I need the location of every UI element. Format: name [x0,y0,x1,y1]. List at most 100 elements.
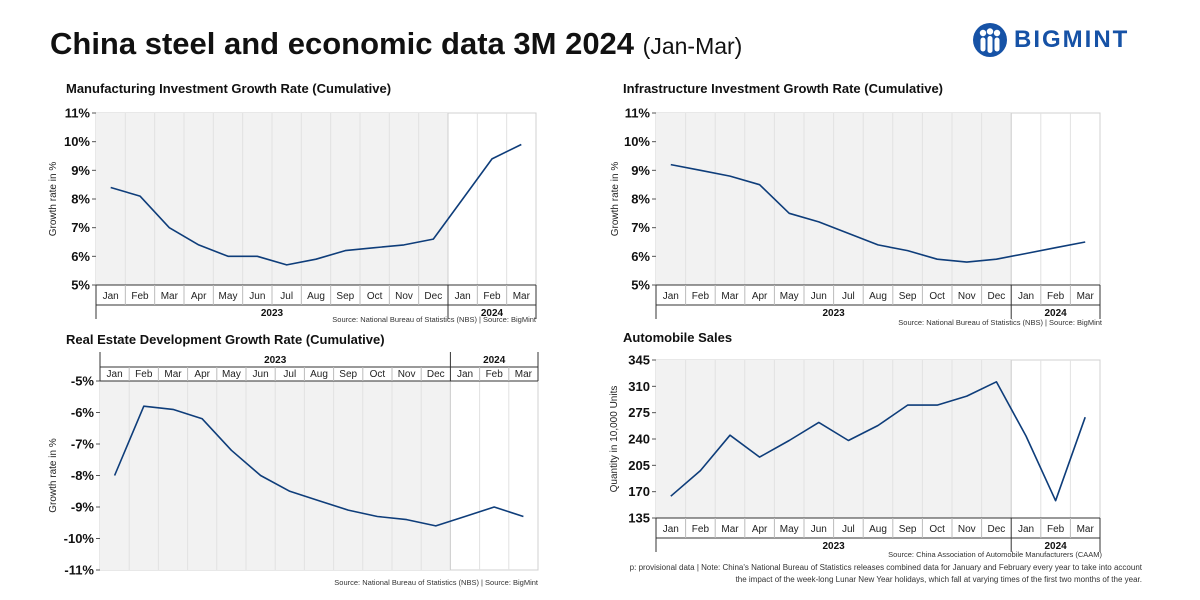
automobile-x-tick-label: Jul [842,524,855,535]
automobile-year-label: 2023 [822,541,845,552]
realestate-x-tick-label: Mar [515,369,533,380]
page-title-sub: (Jan-Mar) [642,33,743,59]
automobile-ytick-label: 345 [628,353,650,368]
bigmint-logo: BIGMINT [972,22,1129,58]
automobile-x-tick-label: Apr [752,524,768,535]
realestate-ytick-label: -8% [71,468,95,483]
manufacturing-x-tick-label: Nov [395,291,413,302]
infrastructure-x-tick-label: Oct [929,291,945,302]
page-title-main: China steel and economic data 3M 2024 [50,26,635,61]
realestate-x-tick-label: Aug [310,369,328,380]
infrastructure-series-line [670,163,1086,263]
realestate-ytick-label: -5% [71,374,95,389]
manufacturing-x-tick-label: Mar [161,291,179,302]
infrastructure-x-tick-label: Nov [958,291,976,302]
automobile-ytick-label: 205 [628,458,650,473]
automobile-x-tick-label: Mar [1077,524,1095,535]
infrastructure-ytick-label: 10% [624,134,650,149]
manufacturing-x-tick-label: Jul [280,291,293,302]
manufacturing-x-tick-label: Jun [249,291,265,302]
realestate-x-tick-label: Nov [398,369,416,380]
realestate-ytick-label: -11% [64,563,94,578]
manufacturing-x-tick-label: Aug [307,291,325,302]
infrastructure-ytick-label: 6% [631,249,650,264]
infrastructure-x-tick-label: Jan [663,291,679,302]
automobile-series-line [670,380,1086,502]
infrastructure-x-tick-label: Mar [721,291,739,302]
footnote-line-2: the impact of the week-long Lunar New Ye… [735,575,1142,584]
realestate-x-tick-label: Feb [135,369,153,380]
manufacturing-series-line [110,143,522,266]
realestate-series-line [113,405,524,527]
infrastructure-y-axis-label: Growth rate in % [610,162,621,237]
manufacturing-chart-title: Manufacturing Investment Growth Rate (Cu… [66,81,392,96]
manufacturing-x-tick-label: Dec [424,291,442,302]
infrastructure-year-label: 2023 [822,308,845,319]
automobile-x-tick-label: Aug [869,524,887,535]
automobile-x-tick-label: Sep [899,524,917,535]
infrastructure-chart-title: Infrastructure Investment Growth Rate (C… [623,81,943,96]
realestate-x-tick-label: Jul [283,369,296,380]
infrastructure-ytick-label: 11% [625,106,651,121]
infrastructure-x-tick-label: Feb [1047,291,1065,302]
infrastructure-x-tick-label: Dec [988,291,1006,302]
infrastructure-year-label: 2024 [1044,308,1067,319]
realestate-source-note: Source: National Bureau of Statistics (N… [334,578,539,587]
manufacturing-x-tick-label: Sep [336,291,354,302]
manufacturing-x-tick-label: Mar [513,291,531,302]
infrastructure-x-tick-label: Sep [899,291,917,302]
manufacturing-ytick-label: 7% [71,220,90,235]
automobile-source-note: Source: China Association of Automobile … [888,550,1102,559]
manufacturing-x-tick-label: Oct [367,291,383,302]
realestate-x-tick-label: Jun [253,369,269,380]
realestate-year-label: 2023 [264,355,287,366]
infrastructure-x-tick-label: Aug [869,291,887,302]
manufacturing-y-axis-label: Growth rate in % [48,162,59,237]
automobile-x-tick-label: Jan [1018,524,1034,535]
infrastructure-x-tick-label: Mar [1077,291,1095,302]
infrastructure-x-tick-label: May [780,291,799,302]
realestate-ytick-label: -9% [71,500,95,515]
infrastructure-ytick-label: 7% [631,220,650,235]
manufacturing-ytick-label: 10% [64,134,90,149]
realestate-x-tick-label: Feb [486,369,504,380]
realestate-year-label: 2024 [483,355,506,366]
manufacturing-x-tick-label: Jan [103,291,119,302]
automobile-x-tick-label: Mar [721,524,739,535]
automobile-ytick-label: 170 [628,484,650,499]
page-title: China steel and economic data 3M 2024 (J… [50,26,742,62]
infrastructure-chart: 5% 6% 7% 8% 9% 10% 11% Growth rate in % Jan Feb Ma… [610,106,1103,328]
realestate-x-tick-label: Mar [164,369,182,380]
manufacturing-ytick-label: 11% [65,106,91,121]
manufacturing-x-tick-label: Feb [131,291,149,302]
infrastructure-x-tick-label: Apr [752,291,768,302]
manufacturing-ytick-label: 9% [71,163,90,178]
automobile-chart: 135 170 205 240 275 310 345 Quantity in 10,000 … [609,353,1102,560]
automobile-x-tick-label: Feb [1047,524,1065,535]
manufacturing-x-tick-label: Feb [483,291,501,302]
automobile-y-axis-label: Quantity in 10,000 Units [609,386,620,493]
manufacturing-ytick-label: 8% [71,192,90,207]
realestate-chart-title: Real Estate Development Growth Rate (Cum… [66,332,385,347]
manufacturing-year-label: 2024 [481,308,504,319]
realestate-x-tick-label: Sep [339,369,357,380]
realestate-ytick-label: -10% [64,531,95,546]
automobile-x-tick-label: Dec [988,524,1006,535]
infrastructure-x-tick-label: Jun [811,291,827,302]
logo-text: BIGMINT [1014,26,1130,53]
footnote-line-1: p: provisional data | Note: China's Nati… [629,563,1142,572]
automobile-ytick-label: 275 [628,405,650,420]
realestate-x-tick-label: Dec [427,369,445,380]
people-logo-icon [973,23,1007,57]
footnote: p: provisional data | Note: China's Nati… [582,562,1142,586]
realestate-x-tick-label: Jan [457,369,473,380]
manufacturing-ytick-label: 5% [71,278,90,293]
infrastructure-ytick-label: 5% [631,278,650,293]
manufacturing-source-note: Source: National Bureau of Statistics (N… [332,315,537,324]
infrastructure-x-tick-label: Jan [1018,291,1034,302]
automobile-x-tick-label: Jun [811,524,827,535]
automobile-x-tick-label: May [780,524,799,535]
infrastructure-ytick-label: 9% [631,163,650,178]
manufacturing-x-tick-label: Jan [455,291,471,302]
